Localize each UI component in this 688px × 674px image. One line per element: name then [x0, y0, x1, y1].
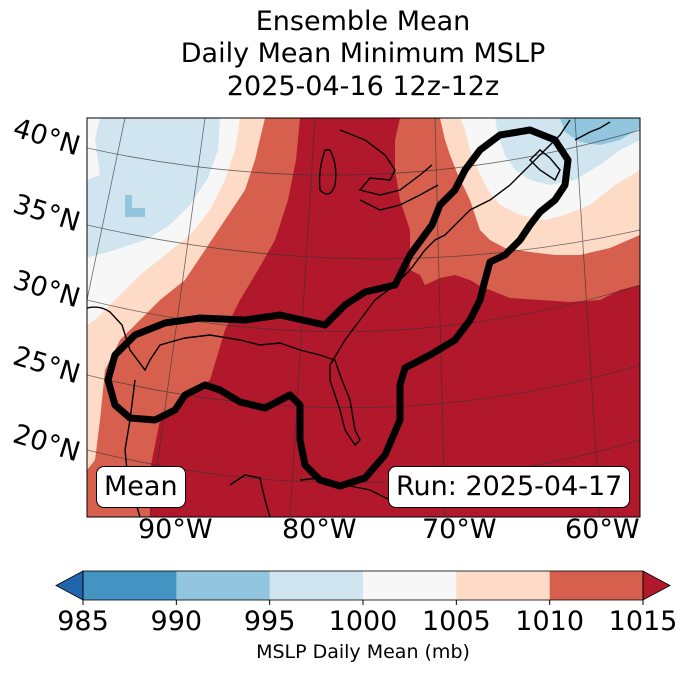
run-date-box: Run: 2025-04-17: [388, 466, 631, 508]
field-990-995-east: [560, 118, 640, 145]
lon-label-60: 60°W: [565, 514, 640, 545]
colorbar-tick-label: 1015: [608, 606, 678, 637]
colorbar-segment-990-995: [176, 571, 271, 600]
colorbar-tick-label: 990: [150, 606, 203, 637]
map-frame: [86, 117, 641, 518]
low-marker-L: [125, 195, 145, 217]
colorbar-segment-985-990: [83, 571, 177, 600]
colorbar-tick-label: 985: [57, 606, 109, 637]
lon-label-80: 80°W: [282, 514, 357, 545]
contour-outline: [104, 126, 572, 490]
lon-label-90: 90°W: [138, 514, 213, 545]
title-line-2: Daily Mean Minimum MSLP: [180, 38, 546, 69]
colorbar-segment-995-1000: [269, 571, 364, 600]
colorbar-segment-1005-1010: [456, 571, 551, 600]
colorbar-extend-over: [642, 570, 671, 601]
title-line-1: Ensemble Mean: [255, 6, 471, 37]
map-panel: [86, 117, 641, 518]
colorbar-extend-under: [55, 570, 84, 601]
colorbar-segment-1000-1005: [363, 571, 457, 600]
mean-label-box: Mean: [96, 466, 186, 508]
lon-label-70: 70°W: [422, 514, 497, 545]
colorbar-tick-label: 1010: [515, 606, 585, 637]
colorbar-tick-label: 1005: [421, 606, 491, 637]
colorbar-segment-1010-1015: [549, 571, 644, 600]
title-line-3: 2025-04-16 12z-12z: [226, 71, 500, 102]
colorbar-tick-label: 995: [243, 606, 296, 637]
field-995-1000-west: [87, 118, 220, 258]
colorbar-label: MSLP Daily Mean (mb): [256, 641, 470, 663]
colorbar-tick-label: 1000: [328, 606, 398, 637]
